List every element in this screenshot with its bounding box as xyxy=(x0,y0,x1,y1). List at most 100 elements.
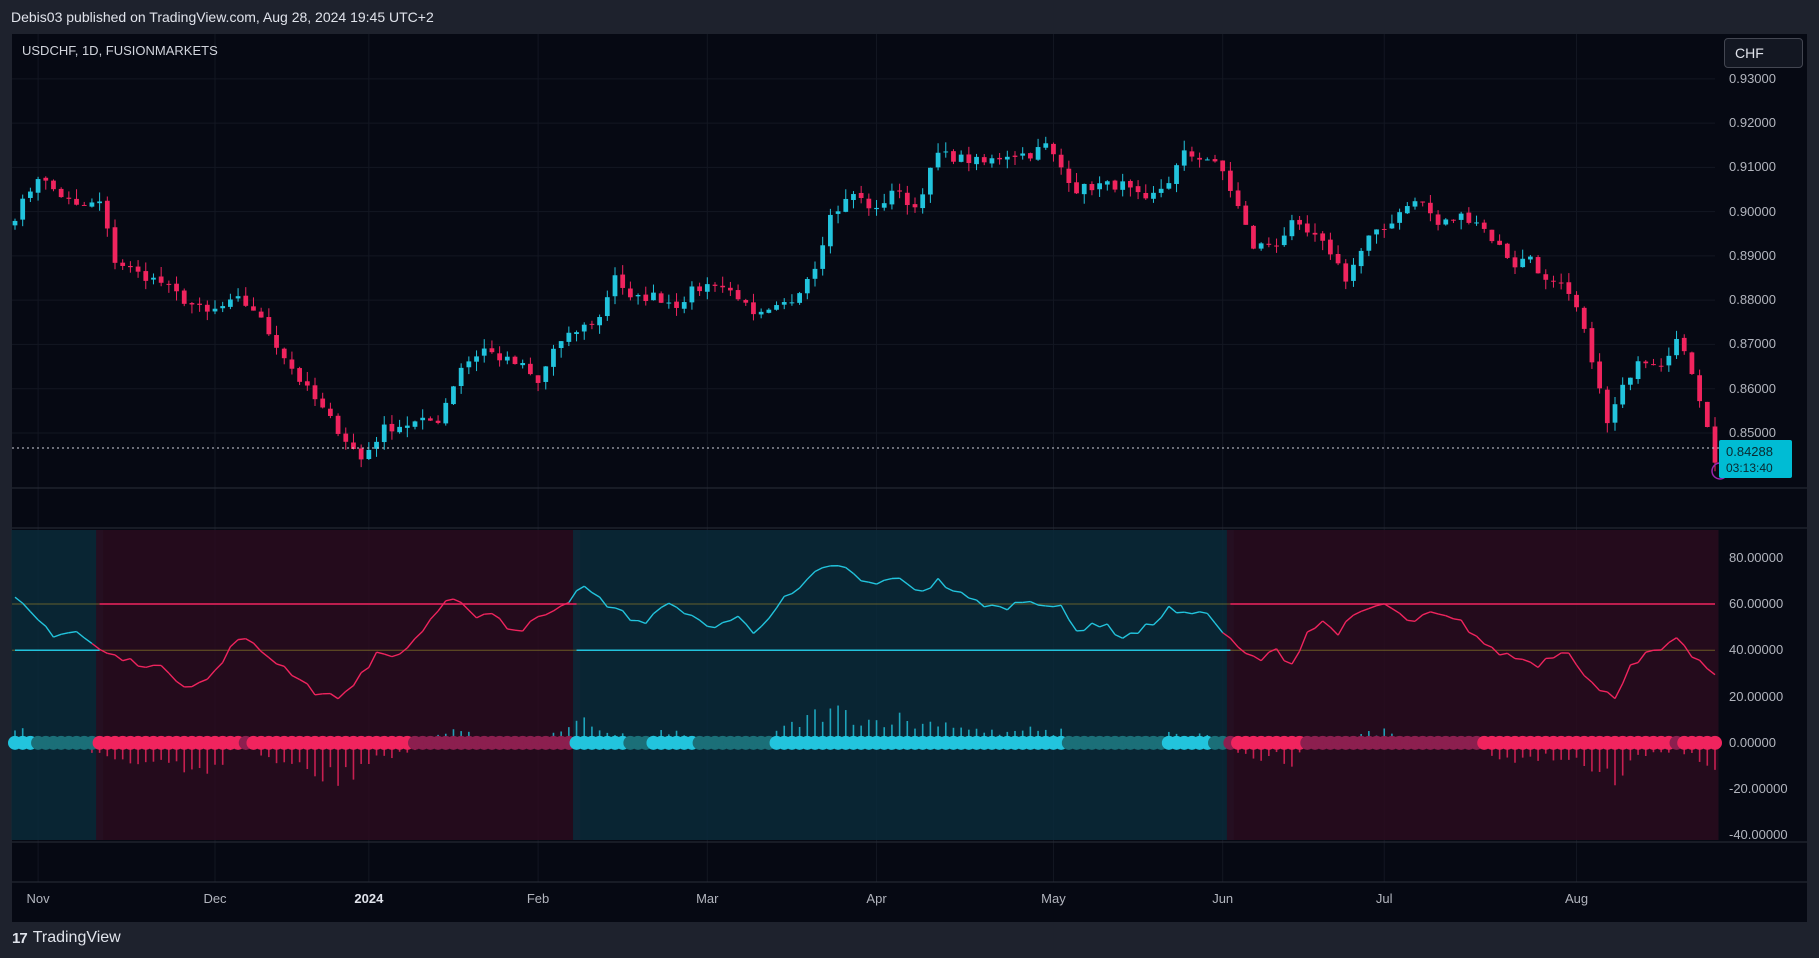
oscillator-line-segment xyxy=(491,612,500,620)
candle-body xyxy=(1597,361,1602,389)
oscillator-line-segment xyxy=(1184,611,1193,615)
candle-body xyxy=(1028,153,1033,159)
candlestick-series xyxy=(12,136,1718,472)
candle xyxy=(1435,210,1441,231)
oscillator-line-segment xyxy=(1491,646,1501,656)
candle xyxy=(920,188,926,214)
candle xyxy=(1028,152,1033,162)
candle xyxy=(458,363,464,394)
candle-body xyxy=(1258,243,1264,249)
oscillator-line-segment xyxy=(214,661,224,671)
oscillator-line-segment xyxy=(845,567,854,575)
candle-body xyxy=(797,293,802,303)
candle xyxy=(174,276,179,301)
candle-body xyxy=(328,408,333,416)
oscillator-line-segment xyxy=(1706,668,1716,676)
oscillator-line-segment xyxy=(137,665,146,669)
candle xyxy=(543,365,549,390)
oscillator-line-segment xyxy=(707,625,716,629)
candle-body xyxy=(1320,233,1326,241)
oscillator-line-segment xyxy=(1499,652,1508,656)
candle xyxy=(1504,242,1510,259)
candle xyxy=(1628,377,1633,391)
candle-body xyxy=(1558,282,1564,284)
oscillator-line-segment xyxy=(76,631,85,639)
oscillator-line-segment xyxy=(1668,637,1677,644)
candle xyxy=(943,142,949,158)
candle-body xyxy=(704,284,710,292)
time-axis-label: Jul xyxy=(1375,891,1393,906)
oscillator-line-segment xyxy=(1268,648,1277,653)
oscillator-line-segment xyxy=(768,607,778,619)
oscillator-line-segment xyxy=(1522,658,1531,663)
oscillator-line-segment xyxy=(1345,614,1354,623)
candle xyxy=(20,194,26,227)
candle-body xyxy=(281,348,287,359)
candle xyxy=(1166,176,1172,190)
candle-body xyxy=(243,295,249,306)
candle-body xyxy=(28,191,33,198)
candle xyxy=(1235,182,1241,209)
candle xyxy=(1381,223,1387,238)
currency-button[interactable]: CHF xyxy=(1724,38,1803,68)
oscillator-line-segment xyxy=(1068,619,1078,632)
candle xyxy=(1389,214,1395,229)
candle-body xyxy=(774,305,779,310)
candle-body xyxy=(1351,264,1356,281)
oscillator-line-segment xyxy=(1645,649,1654,653)
candle-body xyxy=(1466,212,1472,223)
candle-body xyxy=(220,306,226,309)
candle-body xyxy=(1289,220,1295,237)
candle-body xyxy=(374,441,379,449)
candle-body xyxy=(1712,426,1718,463)
candle xyxy=(120,259,126,270)
candle xyxy=(1689,351,1695,375)
oscillator-line-segment xyxy=(861,580,869,583)
oscillator-line-segment xyxy=(760,617,770,628)
candle-body xyxy=(135,266,141,272)
oscillator-line-segment xyxy=(1307,627,1316,633)
candle-body xyxy=(1266,243,1272,245)
oscillator-line-segment xyxy=(45,625,55,638)
candle-body xyxy=(1620,384,1626,405)
candle-body xyxy=(689,286,695,303)
candle-body xyxy=(1635,361,1641,380)
tradingview-brand[interactable]: 17 TradingView xyxy=(12,929,121,947)
candle-body xyxy=(458,367,464,387)
oscillator-line-segment xyxy=(437,600,447,612)
oscillator-line-segment xyxy=(745,623,755,634)
candle-body xyxy=(351,442,356,449)
candle xyxy=(735,284,741,301)
oscillator-line-segment xyxy=(614,607,623,612)
oscillator-line-segment xyxy=(1314,620,1324,629)
oscillator-line-segment xyxy=(429,610,439,620)
candle-body xyxy=(89,202,95,207)
oscillator-line-segment xyxy=(1176,611,1185,614)
time-axis-label: May xyxy=(1041,891,1066,906)
candle xyxy=(1089,181,1095,196)
candle-body xyxy=(1366,235,1372,251)
oscillator-line-segment xyxy=(976,599,985,608)
candle-body xyxy=(474,356,479,362)
candle-body xyxy=(1704,401,1710,427)
oscillator-line-segment xyxy=(1591,681,1601,692)
candle-body xyxy=(481,348,487,356)
candle xyxy=(1020,147,1026,160)
time-axis-label: Mar xyxy=(696,891,719,906)
oscillator-line-segment xyxy=(484,612,492,615)
candle xyxy=(474,350,479,372)
oscillator-line-segment xyxy=(222,646,232,663)
oscillator-line-segment xyxy=(1237,646,1247,655)
candle xyxy=(866,193,872,216)
oscillator-line-segment xyxy=(1414,614,1424,622)
oscillator-line-segment xyxy=(622,610,631,621)
candle-body xyxy=(1012,155,1018,157)
oscillator-line-segment xyxy=(1053,604,1062,608)
candle xyxy=(504,351,510,365)
oscillator-line-segment xyxy=(1160,605,1170,618)
oscillator-line-segment xyxy=(1060,604,1070,620)
oscillator-line-segment xyxy=(299,678,308,685)
candle xyxy=(1404,202,1410,215)
candle xyxy=(1181,140,1187,171)
